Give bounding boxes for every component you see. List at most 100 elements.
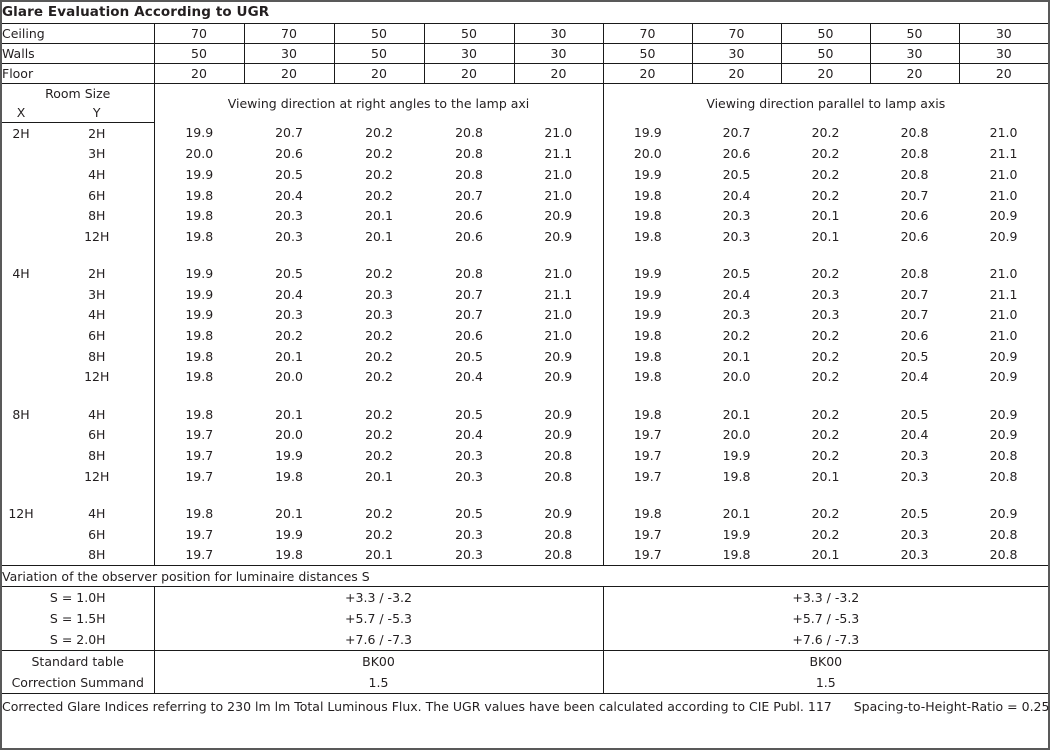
ugr-value-left-2: 19.8 <box>275 547 303 563</box>
room-size-x[interactable]: 12H <box>8 506 34 522</box>
room-size-x[interactable] <box>2 185 40 206</box>
ugr-value-left-2: 20.2 <box>275 328 303 344</box>
ugr-value-right-1: 19.7 <box>633 468 662 484</box>
room-size-y[interactable]: 12H <box>40 225 155 247</box>
room-size-x[interactable] <box>2 425 40 446</box>
variation-title: Variation of the observer position for l… <box>2 565 1049 588</box>
ugr-value-right-1: 19.9 <box>633 125 662 141</box>
room-size-y[interactable]: 6H <box>40 325 155 346</box>
ugr-value-left-1: 19.7 <box>185 547 214 563</box>
room-size-y[interactable]: 4H <box>40 304 155 326</box>
ugr-value-right-4: 20.8 <box>900 166 929 182</box>
room-size-y[interactable]: 8H <box>40 345 155 367</box>
variation-label: S = 1.0H <box>2 586 155 609</box>
ugr-value-left-4: 20.6 <box>455 228 483 244</box>
room-size-y[interactable]: 3H <box>40 143 155 165</box>
room-size-x[interactable] <box>2 164 40 185</box>
room-size-x[interactable]: 2H <box>12 125 30 141</box>
room-size-y[interactable]: 2H <box>40 122 155 144</box>
ugr-value-left-5: 20.9 <box>514 345 604 367</box>
ugr-value-right-2: 20.7 <box>722 125 751 141</box>
reflectance-label-walls: Walls <box>2 43 155 64</box>
ugr-value-left-1: 19.8 <box>185 208 214 224</box>
reflectance-ceiling-c7: 70 <box>692 23 782 44</box>
reflectance-floor-c4: 20 <box>424 63 515 84</box>
room-size-y[interactable]: 12H <box>40 465 155 487</box>
reflectance-floor-c6: 20 <box>603 63 693 84</box>
ugr-value-right-3: 20.2 <box>811 526 840 542</box>
room-size-x[interactable] <box>2 284 40 305</box>
ugr-value-right-5: 21.0 <box>989 266 1018 282</box>
room-size-y[interactable]: 12H <box>40 366 155 388</box>
room-size-y[interactable]: 4H <box>40 164 155 185</box>
ugr-value-right-3: 20.1 <box>811 547 840 563</box>
room-size-y[interactable]: 6H <box>40 184 155 206</box>
room-size-x[interactable] <box>2 367 40 388</box>
table-row: 8H 19.8 20.1 20.2 20.5 20.9 19.8 20.1 20.2 20.5 20… <box>2 345 1048 367</box>
ugr-value-right-1: 19.7 <box>633 547 662 563</box>
room-size-x[interactable] <box>2 226 40 247</box>
room-size-x[interactable] <box>2 524 40 545</box>
room-size-x[interactable] <box>2 205 40 226</box>
room-size-y[interactable]: 4H <box>40 503 155 525</box>
ugr-value-left-5: 20.8 <box>514 544 604 566</box>
room-size-y[interactable]: 8H <box>40 445 155 466</box>
ugr-value-right-4: 20.3 <box>900 547 929 563</box>
ugr-value-right-3: 20.3 <box>811 307 840 323</box>
table-row: 3H 19.9 20.4 20.3 20.7 21.1 19.9 20.4 20.3 20.7 21… <box>2 284 1048 305</box>
reflectance-ceiling-c9: 50 <box>870 23 960 44</box>
standard-row: Standard table BK00 BK00 <box>2 650 1048 673</box>
reflectance-floor-c7: 20 <box>692 63 782 84</box>
ugr-value-left-1: 19.9 <box>185 266 214 282</box>
ugr-value-right-4: 20.8 <box>900 146 929 162</box>
ugr-value-right-1: 19.9 <box>633 166 662 182</box>
ugr-value-right-1: 19.8 <box>633 506 662 522</box>
table-row: 12H 4H 19.8 20.1 20.2 20.5 20.9 19.8 20.1 20.2 20.… <box>2 503 1048 525</box>
ugr-value-left-4: 20.3 <box>455 468 483 484</box>
room-size-x[interactable]: 8H <box>12 406 30 422</box>
room-size-y[interactable]: 6H <box>40 524 155 545</box>
ugr-value-right-2: 19.8 <box>722 468 751 484</box>
ugr-value-right-1: 19.8 <box>633 328 662 344</box>
ugr-value-right-2: 20.5 <box>722 266 751 282</box>
room-size-x[interactable] <box>2 305 40 326</box>
room-size-x[interactable]: 4H <box>12 266 30 282</box>
room-size-x[interactable] <box>2 144 40 165</box>
room-size-x[interactable] <box>2 445 40 466</box>
ugr-value-right-4: 20.5 <box>900 348 929 364</box>
room-size-y[interactable]: 4H <box>40 404 155 425</box>
ugr-value-right-1: 19.8 <box>633 228 662 244</box>
y-axis-label: Y <box>40 104 155 123</box>
room-size-x[interactable] <box>2 346 40 367</box>
ugr-value-left-5: 20.8 <box>514 524 604 545</box>
ugr-value-left-2: 19.9 <box>275 526 303 542</box>
ugr-value-left-2: 20.0 <box>275 427 303 443</box>
ugr-value-right-1: 19.8 <box>633 406 662 422</box>
ugr-value-left-4: 20.7 <box>455 286 483 302</box>
ugr-value-left-3: 20.1 <box>365 547 393 563</box>
room-size-y[interactable]: 8H <box>40 205 155 226</box>
ugr-value-left-4: 20.8 <box>455 266 483 282</box>
ugr-value-left-1: 19.7 <box>185 468 214 484</box>
ugr-value-left-2: 20.3 <box>275 208 303 224</box>
room-size-y[interactable]: 8H <box>40 544 155 566</box>
ugr-value-left-3: 20.2 <box>365 266 393 282</box>
ugr-value-right-4: 20.4 <box>900 427 929 443</box>
variation-value-right: +3.3 / -3.2 <box>792 590 860 606</box>
room-size-x[interactable] <box>2 325 40 346</box>
ugr-value-right-2: 20.4 <box>722 187 751 203</box>
reflectance-walls-c3: 50 <box>334 43 425 64</box>
ugr-value-right-5: 20.8 <box>989 547 1018 563</box>
room-size-x[interactable] <box>2 545 40 566</box>
ugr-value-left-3: 20.2 <box>365 506 393 522</box>
ugr-value-left-2: 20.1 <box>275 406 303 422</box>
room-size-x[interactable] <box>2 466 40 487</box>
room-size-y[interactable]: 6H <box>40 424 155 446</box>
room-size-y[interactable]: 2H <box>40 263 155 285</box>
ugr-value-left-4: 20.5 <box>455 348 483 364</box>
ugr-value-left-4: 20.5 <box>455 506 483 522</box>
ugr-value-left-1: 19.8 <box>185 369 214 385</box>
room-size-y[interactable]: 3H <box>40 284 155 305</box>
table-row: 6H 19.8 20.2 20.2 20.6 21.0 19.8 20.2 20.2 20.6 21… <box>2 325 1048 346</box>
ugr-value-right-2: 20.6 <box>722 146 751 162</box>
